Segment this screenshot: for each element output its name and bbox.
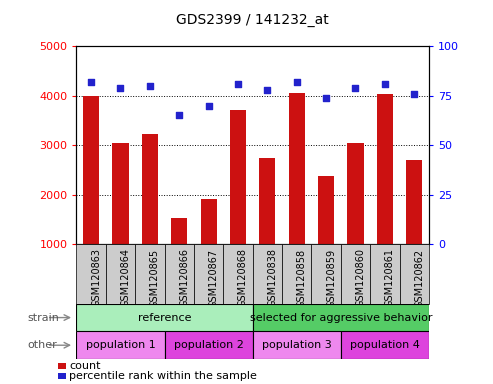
Point: [322, 94, 330, 101]
Bar: [399, 244, 429, 304]
Bar: [341, 331, 429, 359]
Bar: [76, 331, 165, 359]
Bar: [253, 331, 341, 359]
Bar: [201, 199, 217, 244]
Text: population 3: population 3: [262, 340, 332, 350]
Point: [352, 84, 359, 91]
Bar: [341, 244, 370, 304]
Bar: [318, 176, 334, 244]
Point: [293, 79, 301, 85]
Bar: [230, 111, 246, 244]
Text: GSM120864: GSM120864: [120, 248, 131, 307]
Point: [234, 81, 242, 87]
Text: GSM120861: GSM120861: [385, 248, 395, 307]
Bar: [76, 304, 253, 331]
Bar: [312, 244, 341, 304]
Bar: [282, 244, 312, 304]
Bar: [106, 244, 135, 304]
Bar: [165, 331, 252, 359]
Text: GSM120838: GSM120838: [267, 248, 278, 307]
Bar: [377, 94, 393, 244]
Bar: [406, 160, 423, 244]
Text: GSM120862: GSM120862: [414, 248, 424, 308]
Bar: [223, 244, 253, 304]
Text: selected for aggressive behavior: selected for aggressive behavior: [249, 313, 432, 323]
Point: [116, 84, 124, 91]
Text: GSM120867: GSM120867: [209, 248, 218, 308]
Text: GSM120858: GSM120858: [297, 248, 307, 308]
Text: GSM120868: GSM120868: [238, 248, 248, 307]
Point: [381, 81, 389, 87]
Bar: [259, 157, 276, 244]
Text: percentile rank within the sample: percentile rank within the sample: [69, 371, 257, 381]
Text: population 4: population 4: [350, 340, 420, 350]
Bar: [142, 134, 158, 244]
Bar: [135, 244, 165, 304]
Text: GSM120865: GSM120865: [150, 248, 160, 308]
Bar: [83, 96, 99, 244]
Point: [205, 103, 212, 109]
Text: GDS2399 / 141232_at: GDS2399 / 141232_at: [176, 13, 329, 27]
Text: reference: reference: [138, 313, 191, 323]
Bar: [194, 244, 223, 304]
Text: population 2: population 2: [174, 340, 244, 350]
Text: GSM120866: GSM120866: [179, 248, 189, 307]
Bar: [165, 244, 194, 304]
Bar: [288, 93, 305, 244]
Text: population 1: population 1: [86, 340, 155, 350]
Bar: [370, 244, 399, 304]
Text: count: count: [69, 361, 101, 371]
Bar: [76, 244, 106, 304]
Bar: [348, 143, 363, 244]
Text: GSM120859: GSM120859: [326, 248, 336, 308]
Text: GSM120863: GSM120863: [91, 248, 101, 307]
Point: [87, 79, 95, 85]
Bar: [253, 304, 429, 331]
Bar: [252, 244, 282, 304]
Text: other: other: [27, 340, 57, 350]
Bar: [112, 143, 129, 244]
Text: GSM120860: GSM120860: [355, 248, 365, 307]
Point: [410, 91, 418, 97]
Point: [176, 113, 183, 119]
Text: strain: strain: [27, 313, 59, 323]
Point: [263, 87, 271, 93]
Point: [146, 83, 154, 89]
Bar: [171, 218, 187, 244]
